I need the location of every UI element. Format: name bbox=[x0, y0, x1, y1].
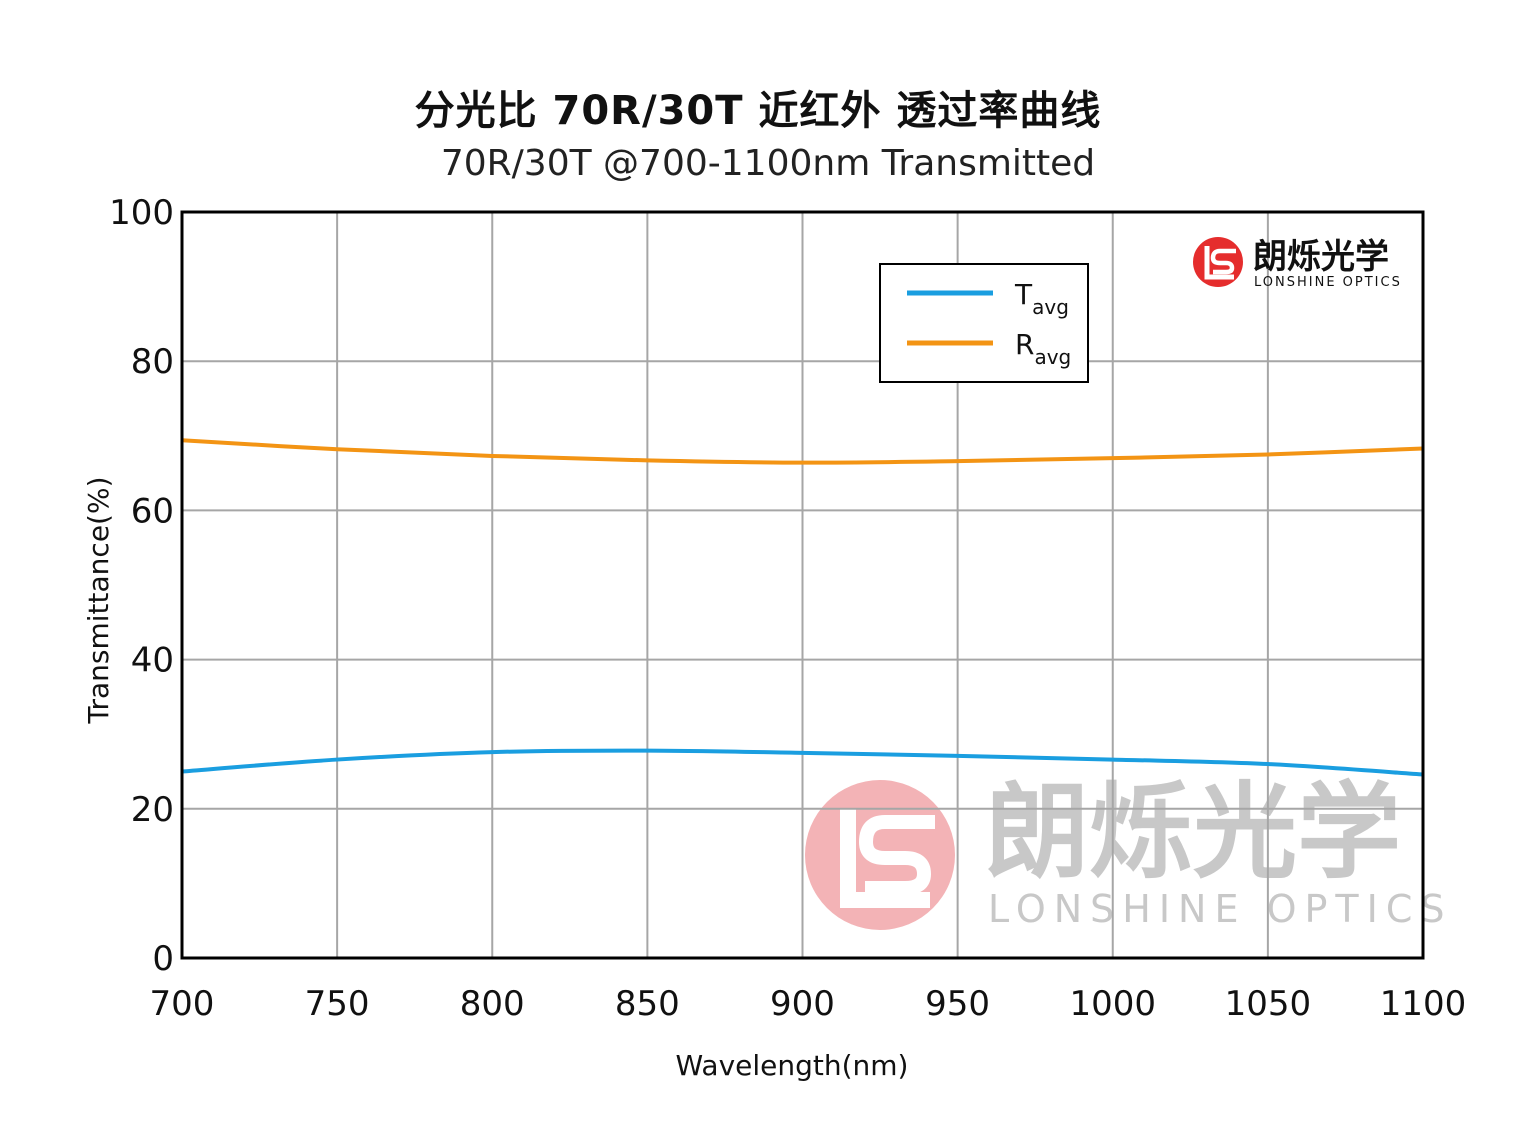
legend-box bbox=[879, 263, 1089, 383]
legend: Tavg Ravg bbox=[879, 263, 1089, 383]
series-layer bbox=[181, 438, 1424, 777]
y-tick-labels: 0 20 40 60 80 100 bbox=[109, 193, 174, 979]
y-tick-80: 80 bbox=[131, 342, 174, 382]
x-tick-850: 850 bbox=[615, 984, 680, 1024]
x-tick-labels: 700 750 800 850 900 950 1000 1050 1100 bbox=[150, 984, 1467, 1024]
watermark-logo-s-glyph bbox=[858, 815, 935, 895]
chart-title: 分光比 70R/30T 近红外 透过率曲线 bbox=[414, 88, 1102, 134]
x-tick-900: 900 bbox=[770, 984, 835, 1024]
x-tick-950: 950 bbox=[925, 984, 990, 1024]
y-tick-100: 100 bbox=[109, 193, 174, 233]
x-axis-label: Wavelength(nm) bbox=[676, 1049, 909, 1082]
series-line-t-avg bbox=[181, 748, 1424, 777]
y-tick-20: 20 bbox=[131, 790, 174, 830]
watermark-logo-l-glyph bbox=[840, 808, 930, 908]
y-tick-60: 60 bbox=[131, 491, 174, 531]
y-tick-0: 0 bbox=[152, 939, 174, 979]
brand-logo-s-glyph bbox=[1210, 248, 1236, 275]
series-line-r-avg bbox=[181, 438, 1424, 465]
chart-subtitle: 70R/30T @700-1100nm Transmitted bbox=[0, 143, 1516, 184]
x-tick-1000: 1000 bbox=[1069, 984, 1156, 1024]
x-tick-800: 800 bbox=[460, 984, 525, 1024]
watermark-text-cn: 朗烁光学 bbox=[985, 771, 1401, 893]
brand-text-cn: 朗烁光学 bbox=[1253, 237, 1389, 277]
x-tick-1100: 1100 bbox=[1380, 984, 1467, 1024]
brand-text-en: LONSHINE OPTICS bbox=[1254, 275, 1402, 290]
legend-label-r: Ravg bbox=[1015, 328, 1071, 369]
y-tick-40: 40 bbox=[131, 641, 174, 681]
plot-frame bbox=[180, 210, 1425, 960]
watermark-text-en: LONSHINE OPTICS bbox=[988, 887, 1452, 931]
x-tick-700: 700 bbox=[150, 984, 215, 1024]
brand-logo-l-glyph bbox=[1204, 246, 1234, 280]
legend-label-t: Tavg bbox=[1014, 278, 1069, 319]
brand-logo: 朗烁光学 LONSHINE OPTICS bbox=[1193, 237, 1402, 290]
y-axis-label: Transmittance(%) bbox=[82, 477, 115, 725]
chart-subtitle-text: 70R/30T @700-1100nm Transmitted bbox=[440, 143, 1096, 184]
watermark: 朗烁光学 LONSHINE OPTICS bbox=[805, 771, 1452, 931]
x-tick-1050: 1050 bbox=[1225, 984, 1312, 1024]
x-tick-750: 750 bbox=[305, 984, 370, 1024]
